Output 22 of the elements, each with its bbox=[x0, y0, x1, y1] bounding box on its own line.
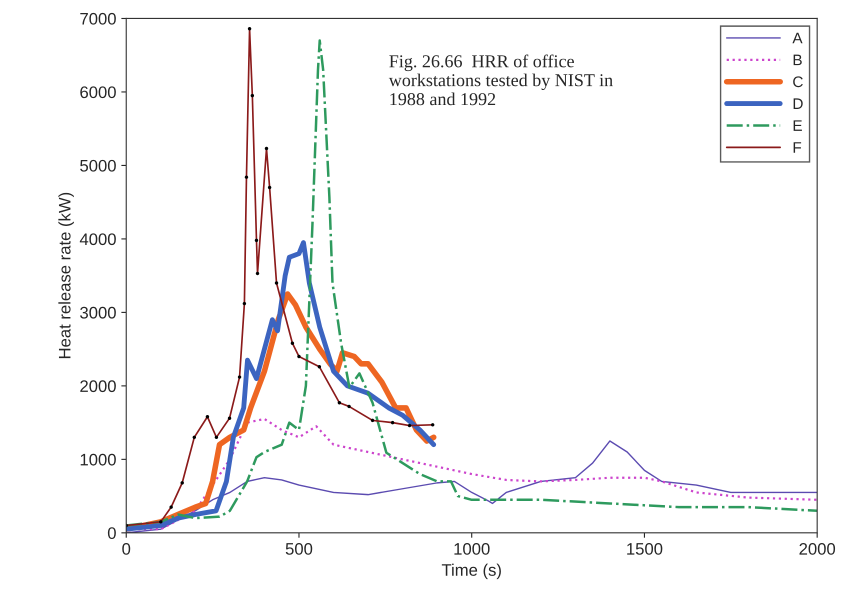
y-tick-label: 0 bbox=[108, 527, 116, 540]
x-tick-label: 0 bbox=[122, 543, 130, 555]
x-axis-title: Time (s) bbox=[442, 564, 501, 580]
y-axis-title: Heat release rate (kW) bbox=[58, 192, 74, 358]
legend-label: C bbox=[793, 76, 803, 88]
annotation: Fig. 26.66 HRR of office workstations tested by NIST in 1988 and 1992 bbox=[388, 54, 613, 106]
legend-label: A bbox=[792, 32, 803, 44]
y-tick-label: 5000 bbox=[80, 160, 116, 172]
y-tick-label: 2000 bbox=[80, 380, 116, 392]
x-tick-label: 2000 bbox=[799, 543, 836, 555]
y-tick-label: 3000 bbox=[80, 306, 116, 319]
x-tick-label: 1000 bbox=[454, 543, 490, 555]
legend-label: F bbox=[794, 142, 802, 153]
x-tick-label: 1500 bbox=[627, 543, 662, 555]
legend-label: D bbox=[794, 98, 803, 109]
legend-label: E bbox=[794, 120, 802, 131]
x-tick-label: 500 bbox=[286, 543, 312, 555]
y-tick-label: 7000 bbox=[80, 12, 116, 25]
y-tick-label: 1000 bbox=[80, 454, 116, 466]
y-tick-label: 6000 bbox=[80, 86, 116, 98]
y-tick-label: 4000 bbox=[80, 233, 116, 246]
legend-label: B bbox=[794, 54, 802, 66]
